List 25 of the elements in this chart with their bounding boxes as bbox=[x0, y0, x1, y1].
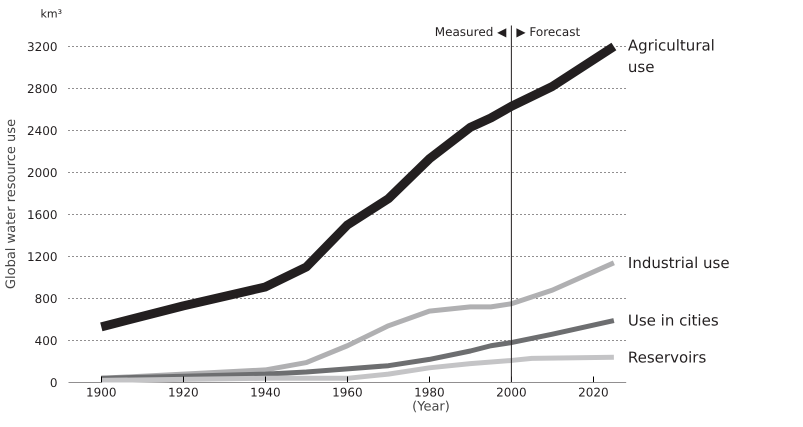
annotation: ▶ Forecast bbox=[516, 24, 580, 39]
y-axis-title: Global water resource use bbox=[4, 118, 19, 290]
y-tick-label: 2800 bbox=[26, 82, 58, 96]
x-tick-label: 1900 bbox=[86, 386, 117, 400]
annotation: Measured ◀ bbox=[434, 24, 508, 39]
series-label: Use in cities bbox=[628, 312, 719, 330]
x-tick-label: 1940 bbox=[250, 386, 281, 400]
series-label: Industrial use bbox=[628, 254, 730, 272]
y-tick-label: 2400 bbox=[26, 124, 58, 138]
y-tick-label: 400 bbox=[34, 334, 58, 348]
y-tick-label: 0 bbox=[50, 376, 58, 390]
x-tick-label: 2020 bbox=[578, 386, 609, 400]
y-tick-label: 800 bbox=[34, 292, 58, 306]
x-tick-label: 1980 bbox=[414, 386, 445, 400]
series-label: Agricultural use bbox=[628, 36, 715, 76]
x-axis-title: (Year) bbox=[412, 400, 450, 414]
x-tick-label: 1920 bbox=[168, 386, 199, 400]
series-label: Reservoirs bbox=[628, 348, 706, 366]
y-tick-label: 2000 bbox=[26, 166, 58, 180]
x-tick-label: 1960 bbox=[332, 386, 363, 400]
y-tick-label: 1600 bbox=[26, 208, 58, 222]
y-tick-label: 1200 bbox=[26, 250, 58, 264]
y-tick-label: 3200 bbox=[26, 40, 58, 54]
text: km³ bbox=[40, 8, 62, 20]
x-tick-label: 2000 bbox=[496, 386, 527, 400]
